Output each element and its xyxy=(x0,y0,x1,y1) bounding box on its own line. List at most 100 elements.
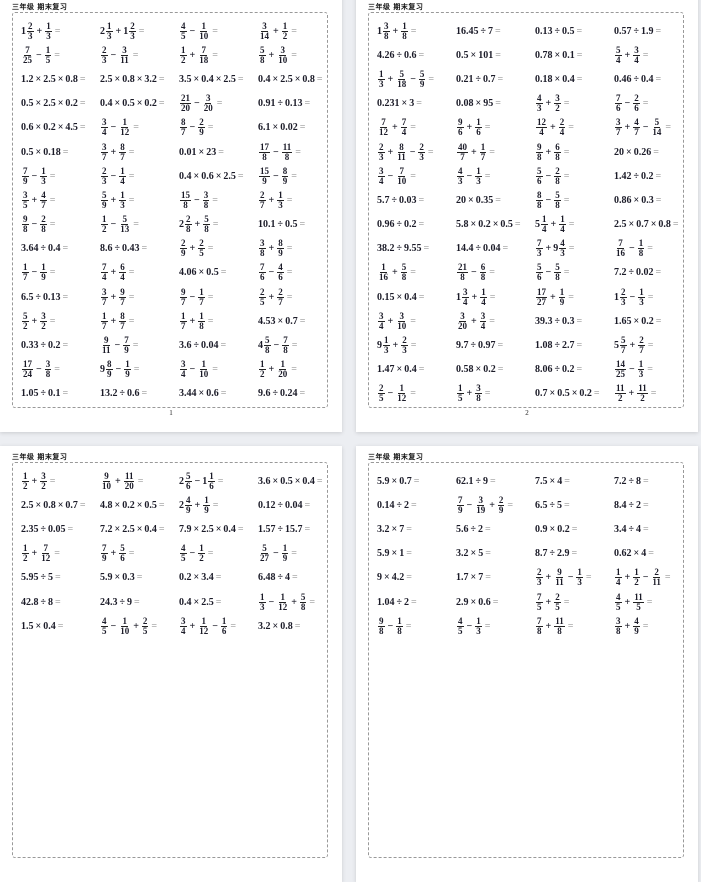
problem: 0.08 × 95 = xyxy=(456,98,501,110)
fraction: 2 11 xyxy=(652,567,661,588)
problem: 2 4 9 +1 9 = xyxy=(179,494,219,515)
problem: 3.5 × 0.4 × 2.5 = xyxy=(179,73,244,85)
problem: 3 8 +4 9 = xyxy=(615,615,649,636)
problem: 8.7 ÷ 2.9 = xyxy=(535,548,578,560)
problem: 1 2 +7 12 = xyxy=(22,543,60,564)
fraction: 7 12 xyxy=(379,117,388,138)
problem-row: 7 12 +7 4 = 9 6 +1 6 = 12 4 +2 4 = 3 7 +4 7−5 14 = xyxy=(377,116,683,140)
problem-row: 42.8 ÷ 8 = 24.3 ÷ 9 = 0.4 × 2.5 = 1 3−1 12 +5 8 = xyxy=(21,590,327,614)
problem: 4 5−1 10 = xyxy=(180,20,218,41)
problem: 4.53 × 0.7 = xyxy=(258,315,306,327)
problem: 39.3 ÷ 0.3 = xyxy=(535,315,583,327)
problem: 9 7−1 7 = xyxy=(180,286,214,307)
problem-row: 1.47 × 0.4 = 0.58 × 0.2 = 8.06 ÷ 0.2 = 14 25−1 3 = xyxy=(377,358,683,382)
problem: 1 3 4 +1 4 = xyxy=(456,286,496,307)
problem: 42.8 ÷ 8 = xyxy=(21,596,61,608)
fraction: 9 11 xyxy=(555,567,564,588)
problem: 9.7 ÷ 0.97 = xyxy=(456,340,504,352)
problem: 2 3−1 4 = xyxy=(101,165,135,186)
problem-row: 0.15 × 0.4 = 1 3 4 +1 4 = 17 27 +1 9 = 1 2 3−1 3 = xyxy=(377,285,683,309)
problem: 7 25−1 5 = xyxy=(23,44,60,65)
problem: 7 6−2 6 = xyxy=(615,93,649,114)
problem: 8.06 ÷ 0.2 = xyxy=(535,364,583,376)
fraction: 7 18 xyxy=(199,44,209,65)
fraction: 12 4 xyxy=(536,117,547,138)
problem-row: 7 25−1 5 = 2 3−3 11 = 1 2 +7 18 = 5 8 +3 10 = xyxy=(21,43,327,67)
problem: 4 5−1 2 = xyxy=(180,543,214,564)
problem: 7 5 +2 5 = xyxy=(536,591,570,612)
problem-row: 1 2 +7 12 = 7 9 +5 6 = 4 5−1 2 = 5 27−1 9 = xyxy=(21,542,327,566)
problem: 3 14 +1 2 = xyxy=(260,20,297,41)
fraction: 15 9 xyxy=(259,165,270,186)
fraction: 3 11 xyxy=(120,44,129,65)
fraction: 14 25 xyxy=(615,359,626,380)
problem: 7 6−4 6 = xyxy=(259,262,293,283)
problem: 9 10 +11 20 = xyxy=(102,470,144,491)
problem: 1 16 +5 8 = xyxy=(379,262,416,283)
problem-row: 7 9−1 3 = 2 3−1 4 = 0.4 × 0.6 × 2.5 = 15 9−8 9 = xyxy=(21,164,327,188)
page-1: 三年级 期末复习 1 2 3 +1 3 = 2 1 3 +1 2 3 = 4 5−1 10 = 3 14 +1 2 = 7 25… xyxy=(0,0,342,432)
problem: 15 8−3 8 = xyxy=(180,189,218,210)
problem: 15 9−8 9 = xyxy=(259,165,297,186)
problem: 3.2 × 7 = xyxy=(377,523,412,535)
problem: 0.13 ÷ 0.5 = xyxy=(535,25,583,37)
problem: 5.95 ÷ 5 = xyxy=(21,572,61,584)
problem: 1.47 × 0.4 = xyxy=(377,364,425,376)
fraction: 21 8 xyxy=(457,262,468,283)
problem-row: 0.5 × 0.18 = 3 7 +8 7 = 0.01 × 23 = 17 8−11 8 = xyxy=(21,140,327,164)
problem: 8.4 ÷ 2 = xyxy=(614,499,649,511)
problem: 0.46 ÷ 0.4 = xyxy=(614,73,662,85)
problem: 1.2 × 2.5 × 0.8 = xyxy=(21,73,86,85)
problem: 3 8 +8 9 = xyxy=(259,238,293,259)
problem: 3 7 +8 7 = xyxy=(101,141,135,162)
fraction: 17 24 xyxy=(22,359,33,380)
problem: 0.01 × 23 = xyxy=(179,146,224,158)
problem: 5.9 × 0.7 = xyxy=(377,475,420,487)
problem: 21 8−6 8 = xyxy=(457,262,495,283)
problem: 2 5−1 12 = xyxy=(378,383,416,404)
problem: 0.5 × 0.18 = xyxy=(21,146,69,158)
page-header: 三年级 期末复习 xyxy=(12,453,68,461)
problem: 4 5 8−7 8 = xyxy=(258,335,298,356)
fraction: 3 10 xyxy=(397,310,407,331)
problem-row: 38.2 ÷ 9.55 = 14.4 ÷ 0.04 = 7 3 +9 4 3 = 7 16−1 8 = xyxy=(377,237,683,261)
